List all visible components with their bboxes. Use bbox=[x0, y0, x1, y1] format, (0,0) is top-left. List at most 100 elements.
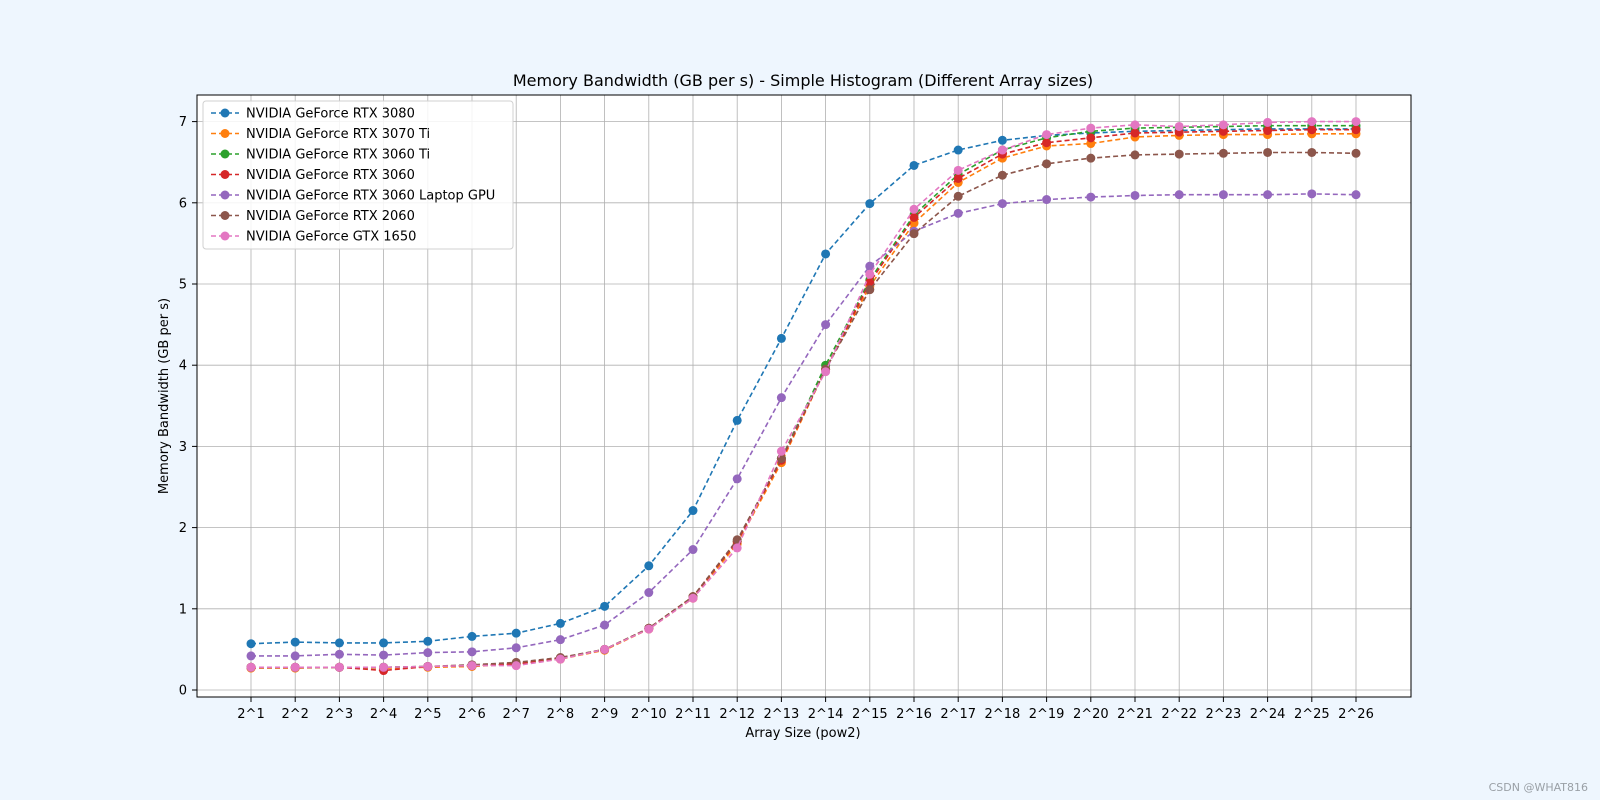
data-point bbox=[953, 191, 963, 201]
data-point bbox=[555, 618, 565, 628]
data-point bbox=[909, 160, 919, 170]
data-point bbox=[334, 662, 344, 672]
x-tick-label: 2^4 bbox=[370, 707, 397, 722]
data-point bbox=[246, 639, 256, 649]
x-tick-label: 2^18 bbox=[985, 707, 1021, 722]
x-tick-label: 2^12 bbox=[719, 707, 755, 722]
x-tick-label: 2^2 bbox=[281, 707, 308, 722]
data-point bbox=[379, 650, 389, 660]
data-point bbox=[290, 662, 300, 672]
data-point bbox=[909, 204, 919, 214]
data-point bbox=[644, 624, 654, 634]
legend-marker-icon bbox=[220, 129, 230, 138]
data-point bbox=[1351, 125, 1361, 135]
data-point bbox=[511, 628, 521, 638]
data-point bbox=[1042, 138, 1052, 148]
data-point bbox=[865, 269, 875, 279]
legend-item: NVIDIA GeForce RTX 3060 Laptop GPU bbox=[211, 189, 495, 204]
data-point bbox=[1218, 148, 1228, 158]
data-point bbox=[865, 261, 875, 271]
legend-label: NVIDIA GeForce RTX 2060 bbox=[246, 209, 415, 224]
data-point bbox=[246, 651, 256, 661]
data-point bbox=[1086, 192, 1096, 202]
legend-marker-icon bbox=[220, 149, 230, 159]
data-point bbox=[953, 173, 963, 183]
legend-marker-icon bbox=[220, 211, 230, 220]
data-point bbox=[1086, 153, 1096, 163]
data-point bbox=[997, 170, 1007, 180]
data-point bbox=[821, 249, 831, 259]
data-point bbox=[688, 593, 698, 603]
data-point bbox=[1218, 120, 1228, 130]
data-point bbox=[600, 620, 610, 630]
chart-title: Memory Bandwidth (GB per s) - Simple His… bbox=[513, 71, 1093, 90]
y-axis-label: Memory Bandwidth (GB per s) bbox=[157, 298, 172, 494]
data-point bbox=[865, 199, 875, 209]
x-axis-ticks: 2^1 2^2 2^3 2^4 2^5 2^6 2^7 2^8 2^9 2^10 2^11 2^12 2… bbox=[237, 697, 1374, 722]
data-point bbox=[953, 208, 963, 218]
data-point bbox=[732, 543, 742, 553]
data-point bbox=[1086, 133, 1096, 143]
data-point bbox=[1218, 126, 1228, 136]
data-point bbox=[953, 165, 963, 175]
y-tick-label: 4 bbox=[179, 359, 187, 374]
legend-marker-icon bbox=[220, 190, 230, 200]
data-point bbox=[334, 649, 344, 659]
x-tick-label: 2^1 bbox=[237, 707, 264, 722]
data-point bbox=[511, 661, 521, 671]
data-point bbox=[1130, 150, 1140, 160]
data-point bbox=[644, 588, 654, 598]
legend-item: NVIDIA GeForce GTX 1650 bbox=[211, 230, 416, 245]
watermark: CSDN @WHAT816 bbox=[1488, 781, 1588, 794]
legend-item: NVIDIA GeForce RTX 2060 bbox=[211, 209, 415, 224]
legend-label: NVIDIA GeForce RTX 3070 Ti bbox=[246, 127, 430, 142]
series-lines bbox=[246, 117, 1361, 676]
x-tick-label: 2^26 bbox=[1338, 707, 1374, 722]
data-point bbox=[246, 662, 256, 672]
data-point bbox=[688, 545, 698, 555]
x-tick-label: 2^14 bbox=[808, 707, 844, 722]
data-point bbox=[1263, 190, 1273, 200]
data-point bbox=[688, 506, 698, 516]
data-point bbox=[379, 638, 389, 648]
legend-label: NVIDIA GeForce GTX 1650 bbox=[246, 230, 416, 245]
data-point bbox=[290, 637, 300, 647]
legend-marker-icon bbox=[220, 108, 230, 118]
legend-label: NVIDIA GeForce RTX 3080 bbox=[246, 107, 415, 122]
series-line bbox=[246, 117, 1361, 672]
y-tick-label: 5 bbox=[179, 278, 187, 293]
x-tick-label: 2^21 bbox=[1117, 707, 1153, 722]
data-point bbox=[423, 661, 433, 671]
legend-label: NVIDIA GeForce RTX 3060 bbox=[246, 168, 415, 183]
legend-item: NVIDIA GeForce RTX 3060 Ti bbox=[211, 148, 430, 163]
data-point bbox=[1174, 190, 1184, 200]
x-tick-label: 2^23 bbox=[1206, 707, 1242, 722]
data-point bbox=[1263, 126, 1273, 136]
data-point bbox=[732, 474, 742, 484]
data-point bbox=[1130, 120, 1140, 130]
legend-item: NVIDIA GeForce RTX 3070 Ti bbox=[211, 127, 430, 142]
x-axis-label: Array Size (pow2) bbox=[745, 726, 860, 741]
data-point bbox=[334, 638, 344, 648]
data-point bbox=[1263, 147, 1273, 157]
data-point bbox=[555, 654, 565, 664]
x-tick-label: 2^17 bbox=[940, 707, 976, 722]
data-point bbox=[732, 415, 742, 425]
data-point bbox=[953, 145, 963, 155]
data-point bbox=[909, 212, 919, 222]
x-tick-label: 2^11 bbox=[675, 707, 711, 722]
data-point bbox=[644, 561, 654, 571]
x-tick-label: 2^6 bbox=[458, 707, 485, 722]
x-tick-label: 2^22 bbox=[1161, 707, 1197, 722]
data-point bbox=[1130, 190, 1140, 200]
data-point bbox=[909, 229, 919, 239]
legend-marker-icon bbox=[220, 231, 230, 241]
x-tick-label: 2^15 bbox=[852, 707, 888, 722]
data-point bbox=[776, 333, 786, 343]
data-point bbox=[1174, 149, 1184, 159]
x-tick-label: 2^24 bbox=[1250, 707, 1286, 722]
x-tick-label: 2^16 bbox=[896, 707, 932, 722]
x-tick-label: 2^10 bbox=[631, 707, 667, 722]
data-point bbox=[865, 285, 875, 295]
